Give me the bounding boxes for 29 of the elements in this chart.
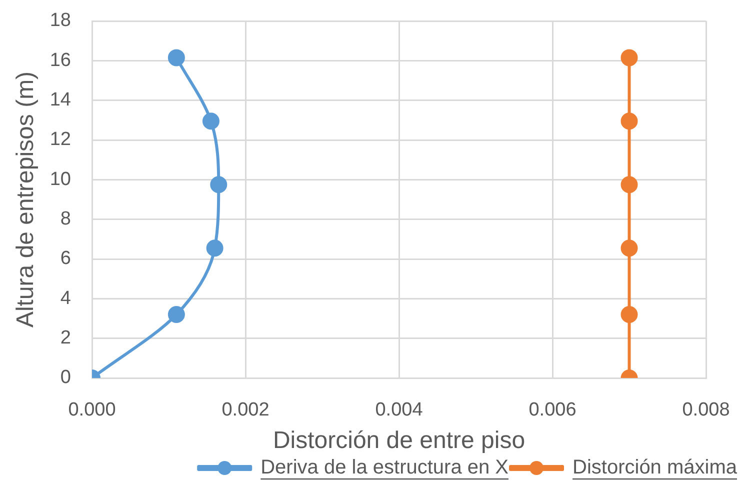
- x-tick-label: 0.004: [375, 400, 424, 421]
- y-tick-label: 8: [60, 208, 71, 230]
- legend-label: Distorción máxima: [572, 456, 738, 479]
- x-tick-label: 0.002: [222, 400, 270, 421]
- x-axis-title: Distorción de entre piso: [272, 427, 526, 454]
- y-tick-label: 2: [60, 328, 71, 349]
- point: [620, 306, 638, 324]
- point: [620, 240, 638, 257]
- point: [202, 112, 220, 130]
- point: [620, 112, 638, 130]
- legend-label: Deriva de la estructura en X: [260, 456, 509, 479]
- y-tick-label: 18: [50, 10, 71, 32]
- point: [168, 49, 185, 66]
- point: [210, 176, 228, 194]
- point: [168, 306, 185, 324]
- x-tick-label: 0.006: [528, 400, 576, 421]
- point: [206, 240, 224, 257]
- y-tick-label: 16: [50, 50, 71, 71]
- y-tick-label: 0: [60, 367, 71, 388]
- y-tick-label: 6: [60, 248, 71, 270]
- point: [620, 176, 638, 194]
- y-tick-label: 4: [60, 288, 72, 309]
- y-tick-label: 14: [50, 90, 72, 111]
- y-tick-label: 10: [50, 168, 71, 190]
- x-tick-label: 0.000: [68, 400, 116, 421]
- x-tick-label: 0.008: [682, 400, 730, 421]
- y-tick-label: 12: [50, 129, 71, 150]
- y-axis-title: Altura de entrepisos (m): [12, 71, 40, 328]
- point: [620, 49, 638, 66]
